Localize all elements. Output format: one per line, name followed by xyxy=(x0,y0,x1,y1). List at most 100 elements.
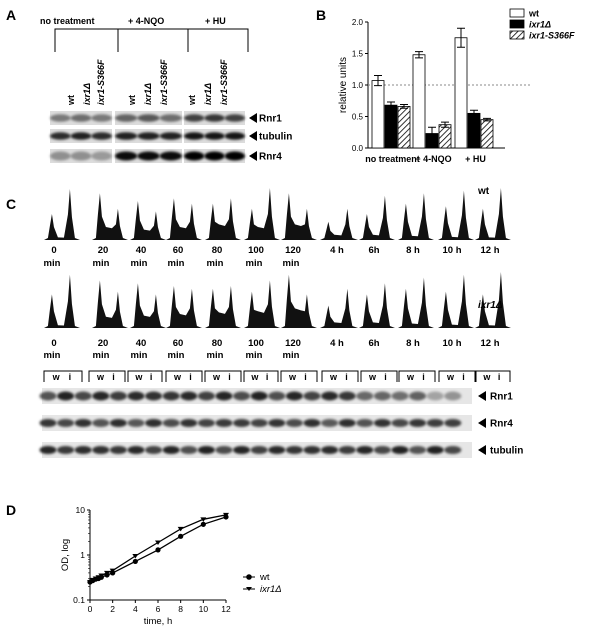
legend-label-wt: wt xyxy=(259,572,270,583)
lane-bracket xyxy=(88,370,126,382)
lane-letter-w: w xyxy=(52,372,61,382)
x-tick-label: 0 xyxy=(88,604,93,614)
flow-histogram xyxy=(320,208,358,240)
lane-label: ixr1-S366F xyxy=(219,59,229,105)
band xyxy=(233,446,251,454)
legend-swatch xyxy=(509,30,525,40)
band xyxy=(426,419,444,427)
band xyxy=(115,151,138,161)
bar xyxy=(480,119,494,149)
time-label: min xyxy=(168,258,185,269)
row-label-ixr1: ixr1Δ xyxy=(478,300,503,311)
band xyxy=(91,151,112,161)
lane-letter-i: i xyxy=(462,372,465,382)
lane-bracket xyxy=(438,370,476,382)
band xyxy=(268,391,286,401)
band xyxy=(409,419,427,427)
band xyxy=(74,391,92,401)
error-bar xyxy=(470,109,478,117)
band xyxy=(50,151,71,161)
lane-letter-w: w xyxy=(250,372,259,382)
band-arrow xyxy=(478,418,486,428)
flow-histogram xyxy=(244,280,280,328)
band xyxy=(338,446,356,454)
data-point-ixr1 xyxy=(109,568,116,574)
lane-letter-i: i xyxy=(189,372,192,382)
band xyxy=(159,151,182,161)
bar xyxy=(438,124,452,149)
band xyxy=(57,446,75,454)
band xyxy=(373,419,391,427)
band xyxy=(224,132,245,140)
flow-histogram xyxy=(166,198,202,240)
band xyxy=(356,419,374,427)
data-point-ixr1 xyxy=(155,540,161,545)
legend-label: wt xyxy=(528,9,539,19)
lane-label: wt xyxy=(127,95,137,106)
growth-chart: 0 2 4 6 8 10 12 0.1 1 10 time, h OD, log xyxy=(60,505,231,627)
band-label-tubulin: tubulin xyxy=(259,132,292,143)
band xyxy=(426,446,444,454)
panel-letter-a: A xyxy=(6,7,16,23)
band xyxy=(285,419,303,427)
time-label: 8 h xyxy=(406,245,420,256)
band xyxy=(338,419,356,427)
y-tick-label: 1.5 xyxy=(352,50,364,59)
lane-letter-w: w xyxy=(406,372,415,382)
bar-chart: 0.0 0.5 1.0 1.5 2.0 relative units no treatmen… xyxy=(338,18,530,164)
band xyxy=(285,446,303,454)
bar xyxy=(412,54,426,149)
time-label-blot: 0 xyxy=(51,338,56,349)
y-tick-label: 0.0 xyxy=(352,144,364,153)
band xyxy=(444,391,462,401)
band xyxy=(426,391,444,401)
lane-bracket xyxy=(127,370,163,382)
band xyxy=(115,114,138,122)
band xyxy=(285,391,303,401)
band xyxy=(137,114,160,122)
flow-histogram xyxy=(438,190,474,240)
y-tick-label: 1.0 xyxy=(352,81,364,90)
band-arrow xyxy=(249,113,257,123)
x-category-label: + HU xyxy=(465,154,486,164)
lane-label: wt xyxy=(187,95,197,106)
group-label-no-treatment: no treatment xyxy=(40,16,95,26)
time-label-blot: min xyxy=(93,350,110,361)
band xyxy=(91,132,112,140)
band xyxy=(233,391,251,401)
band xyxy=(74,446,92,454)
band-label-tubulin: tubulin xyxy=(490,446,523,457)
flow-histogram xyxy=(92,280,128,328)
data-point-ixr1 xyxy=(87,580,93,585)
data-point-ixr1 xyxy=(132,554,139,559)
time-label: 80 xyxy=(212,245,223,256)
band xyxy=(92,446,110,454)
band xyxy=(204,151,225,161)
y-tick-label: 10 xyxy=(76,505,86,515)
lane-letter-i: i xyxy=(228,372,231,382)
lane-letter-i: i xyxy=(422,372,425,382)
data-point-wt xyxy=(155,547,161,553)
error-bar xyxy=(428,126,436,141)
x-tick-label: 8 xyxy=(178,604,183,614)
time-label: min xyxy=(93,258,110,269)
band xyxy=(303,391,321,401)
bar xyxy=(454,37,468,149)
time-label-blot: 6h xyxy=(368,338,379,349)
x-axis-label: time, h xyxy=(144,616,173,627)
legend-label: ixr1Δ xyxy=(529,20,551,30)
band xyxy=(180,446,198,454)
flow-histogram xyxy=(205,198,241,240)
y-tick-label: 0.5 xyxy=(352,113,364,122)
band xyxy=(444,419,462,427)
lane-bracket xyxy=(280,370,318,382)
band xyxy=(204,132,225,140)
lane-label: ixr1-S366F xyxy=(159,59,169,105)
band xyxy=(162,391,180,401)
flow-histogram xyxy=(44,274,80,328)
lane-bracket xyxy=(475,370,511,382)
time-label-blot: min xyxy=(131,350,148,361)
time-label: 100 xyxy=(248,245,264,256)
band xyxy=(127,391,145,401)
time-label-blot: min xyxy=(44,350,61,361)
